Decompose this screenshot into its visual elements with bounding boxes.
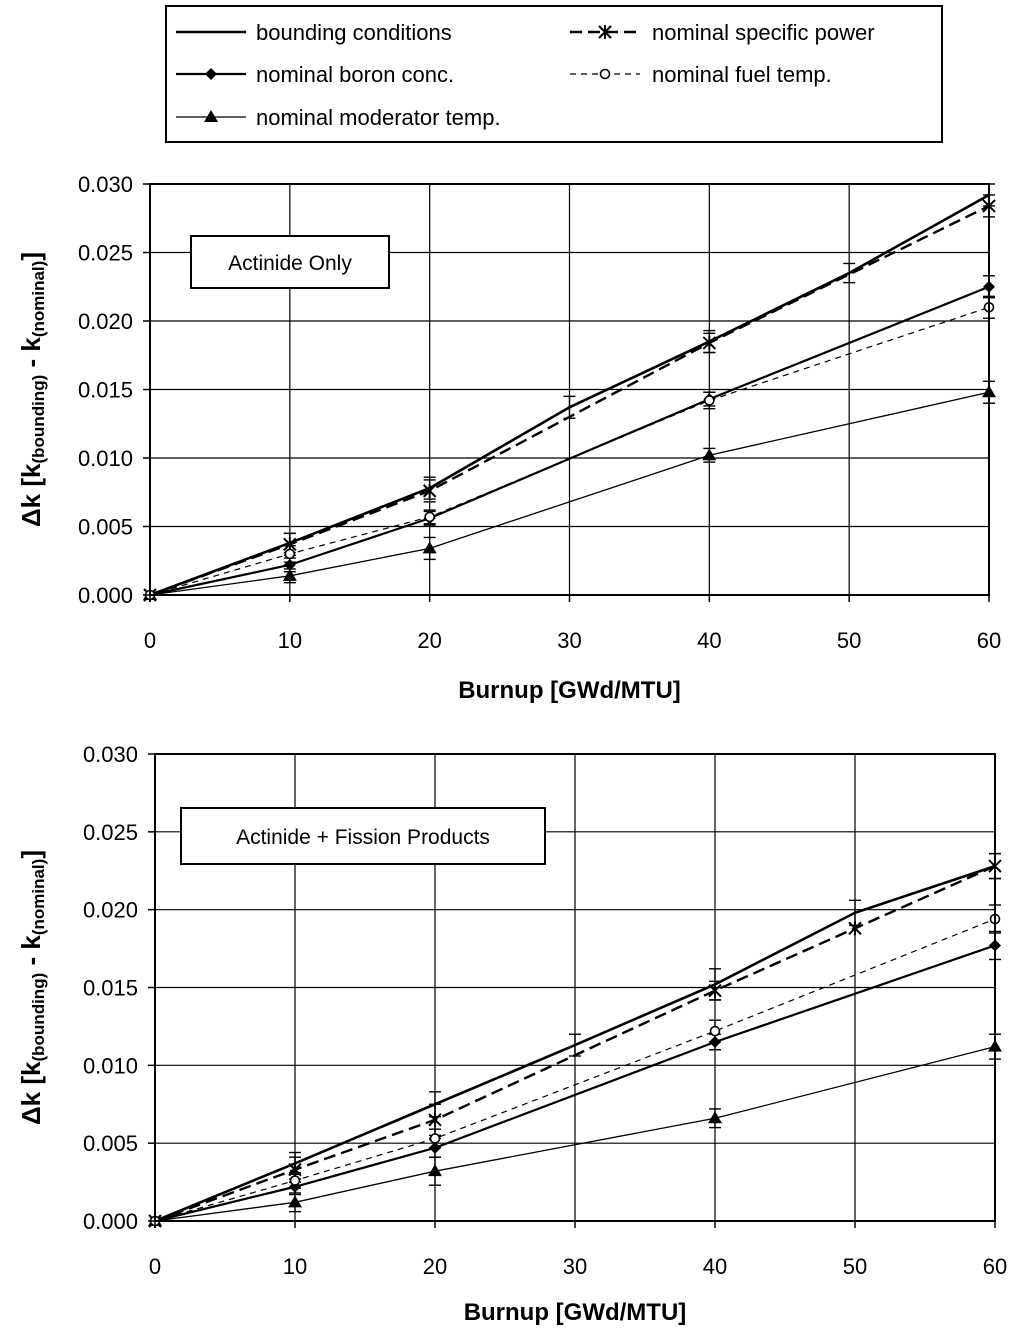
legend-item: bounding conditions: [176, 20, 452, 45]
y-tick-label: 0.005: [83, 1131, 138, 1156]
series-nominal-fuel-temp-: [144, 295, 995, 601]
data-point-circle-icon: [429, 1133, 441, 1144]
series-line: [154, 864, 996, 1223]
x-tick-label: 10: [278, 628, 302, 653]
data-point-triangle-icon: [282, 568, 297, 581]
x-tick-label: 50: [837, 628, 861, 653]
legend-item: nominal boron conc.: [176, 62, 454, 87]
x-axis-title: Burnup [GWd/MTU]: [458, 677, 681, 704]
legend-marker-icon: [598, 25, 612, 39]
legend-item: nominal fuel temp.: [570, 62, 832, 87]
x-tick-label: 30: [563, 1254, 587, 1279]
data-point-circle-icon: [289, 1175, 301, 1186]
y-tick-label: 0.010: [78, 446, 133, 471]
data-point-triangle-icon: [708, 1111, 722, 1124]
legend-frame: [165, 5, 943, 143]
x-tick-label: 60: [977, 628, 1001, 653]
x-tick-label: 50: [843, 1254, 867, 1279]
data-point-circle-icon: [424, 511, 435, 523]
data-point-circle-icon: [704, 395, 715, 406]
chart-panel-actinide-fission-products: 0 10 20 30 40 50 60 0.000 0.005 0.010 0.015 0.020 0…: [16, 742, 1007, 1326]
y-axis-title: Δk [k(bounding) - k(nominal)]: [16, 850, 48, 1125]
y-tick-label: 0.020: [78, 309, 133, 334]
annotation-box: [180, 807, 546, 865]
y-tick-label: 0.000: [83, 1209, 138, 1234]
y-tick-label: 0.030: [83, 742, 138, 767]
legend-item: nominal moderator temp.: [176, 105, 501, 130]
y-tick-label: 0.000: [78, 583, 133, 608]
data-point-asterisk-icon: [702, 335, 717, 350]
legend-label: bounding conditions: [256, 20, 452, 45]
legend-label: nominal boron conc.: [256, 62, 454, 87]
legend-marker-icon: [204, 110, 218, 122]
data-point-triangle-icon: [288, 1195, 302, 1208]
legend-marker-icon: [599, 68, 611, 80]
legend-label: nominal specific power: [652, 20, 875, 45]
data-point-asterisk-icon: [708, 983, 722, 998]
series-nominal-fuel-temp-: [149, 904, 1001, 1227]
data-point-asterisk-icon: [428, 1112, 442, 1127]
x-tick-label: 40: [703, 1254, 727, 1279]
chart-panel-actinide-only: 0 10 20 30 40 50 60 0.000 0.005 0.010 0.015 0.020 0…: [16, 172, 1001, 704]
data-point-triangle-icon: [428, 1164, 442, 1177]
x-tick-label: 20: [417, 628, 441, 653]
legend-label: nominal moderator temp.: [256, 105, 501, 130]
y-tick-label: 0.005: [78, 515, 133, 540]
y-tick-label: 0.025: [83, 820, 138, 845]
data-point-circle-icon: [709, 1025, 721, 1037]
x-tick-label: 40: [697, 628, 721, 653]
x-axis-title: Burnup [GWd/MTU]: [464, 1299, 687, 1326]
legend: bounding conditions nominal boron conc. no…: [165, 5, 943, 143]
annotation-label: Actinide Only: [228, 252, 352, 275]
data-point-asterisk-icon: [848, 921, 862, 936]
series-bounding-conditions: [154, 852, 1001, 1223]
x-tick-label: 0: [144, 628, 156, 653]
annotation-box: [190, 235, 390, 289]
x-tick-label: 0: [149, 1254, 161, 1279]
legend-marker-icon: [205, 68, 217, 80]
x-tick-label: 10: [283, 1254, 307, 1279]
y-tick-label: 0.015: [83, 976, 138, 1001]
legend-label: nominal fuel temp.: [652, 62, 832, 87]
x-tick-label: 60: [983, 1254, 1007, 1279]
y-tick-label: 0.025: [78, 241, 133, 266]
y-tick-label: 0.010: [83, 1053, 138, 1078]
y-tick-label: 0.015: [78, 378, 133, 403]
x-tick-label: 30: [557, 628, 581, 653]
data-point-triangle-icon: [702, 448, 717, 461]
data-point-circle-icon: [284, 548, 296, 560]
error-bar: [843, 262, 856, 284]
data-point-triangle-icon: [422, 541, 437, 554]
legend-item: nominal specific power: [570, 20, 875, 45]
y-tick-label: 0.020: [83, 898, 138, 923]
y-axis-title: Δk [k(bounding) - k(nominal)]: [16, 252, 48, 527]
data-point-asterisk-icon: [422, 483, 437, 498]
x-tick-label: 20: [423, 1254, 447, 1279]
y-tick-label: 0.030: [78, 172, 133, 197]
annotation-label: Actinide + Fission Products: [236, 826, 490, 849]
